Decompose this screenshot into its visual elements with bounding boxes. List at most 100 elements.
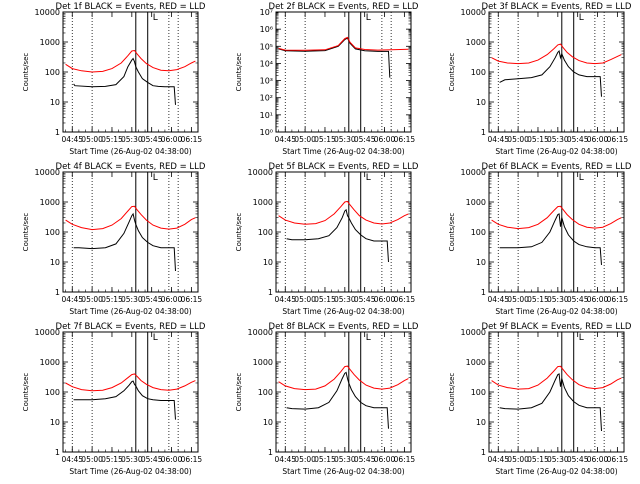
x-tick-label: 05:30 xyxy=(334,135,356,144)
y-axis-label: Counts/sec xyxy=(235,213,243,252)
x-tick-label: 06:15 xyxy=(181,455,203,464)
x-tick-label: 05:45 xyxy=(567,135,589,144)
y-tick-label: 1 xyxy=(268,448,273,457)
y-tick-label: 100 xyxy=(258,388,273,397)
x-axis-label: Start Time (26-Aug-02 04:38:00) xyxy=(282,467,404,476)
lld-series-line xyxy=(278,200,409,225)
x-tick-label: 05:00 xyxy=(507,295,529,304)
y-tick-label: 10⁶ xyxy=(260,25,273,34)
y-axis-label: Counts/sec xyxy=(22,213,30,252)
plot-frame xyxy=(62,11,199,133)
lld-series-line xyxy=(65,49,196,73)
y-axis-label: Counts/sec xyxy=(448,53,456,92)
x-tick-label: 05:30 xyxy=(121,455,143,464)
corner-mark: L xyxy=(366,13,371,23)
y-tick-label: 1000 xyxy=(253,198,273,207)
x-axis-label: Start Time (26-Aug-02 04:38:00) xyxy=(282,147,404,156)
x-tick-label: 06:00 xyxy=(587,135,609,144)
y-tick-label: 1000 xyxy=(466,358,486,367)
x-tick-label: 05:15 xyxy=(101,455,123,464)
x-axis-label: Start Time (26-Aug-02 04:38:00) xyxy=(495,467,617,476)
x-tick-label: 05:45 xyxy=(141,455,163,464)
x-tick-label: 04:45 xyxy=(61,135,83,144)
x-tick-label: 06:00 xyxy=(587,455,609,464)
panel-title: Det 7f BLACK = Events, RED = LLD xyxy=(56,322,206,332)
x-tick-label: 05:15 xyxy=(101,295,123,304)
x-tick-label: 04:45 xyxy=(487,295,509,304)
detector-panel: Det 1f BLACK = Events, RED = LLD Counts/s… xyxy=(22,2,206,156)
y-tick-label: 100 xyxy=(45,388,60,397)
x-tick-label: 05:15 xyxy=(527,455,549,464)
y-axis-label: Counts/sec xyxy=(22,373,30,412)
plot-frame xyxy=(488,11,625,133)
panel-title: Det 1f BLACK = Events, RED = LLD xyxy=(56,2,206,12)
x-tick-label: 06:00 xyxy=(587,295,609,304)
x-tick-label: 05:00 xyxy=(507,455,529,464)
events-series-line xyxy=(73,212,176,272)
x-tick-label: 06:15 xyxy=(181,295,203,304)
y-axis-label: Counts/sec xyxy=(22,53,30,92)
x-tick-label: 04:45 xyxy=(274,455,296,464)
events-series-line xyxy=(286,371,389,429)
y-tick-label: 100 xyxy=(45,228,60,237)
x-tick-label: 05:00 xyxy=(81,295,103,304)
plot-frame xyxy=(62,331,199,453)
y-tick-label: 10⁰ xyxy=(260,128,273,137)
x-tick-label: 06:00 xyxy=(161,135,183,144)
y-tick-label: 10⁵ xyxy=(260,42,273,51)
corner-mark: L xyxy=(579,13,584,23)
detector-panel: Det 6f BLACK = Events, RED = LLD Counts/s… xyxy=(448,162,632,316)
events-series-line xyxy=(499,213,602,265)
x-axis-label: Start Time (26-Aug-02 04:38:00) xyxy=(69,147,191,156)
y-tick-label: 10² xyxy=(260,94,273,103)
lld-series-line xyxy=(278,365,409,391)
y-tick-label: 1 xyxy=(481,448,486,457)
x-tick-label: 05:15 xyxy=(314,295,336,304)
x-tick-label: 06:15 xyxy=(394,135,416,144)
plot-frame xyxy=(488,171,625,293)
detector-panel: Det 7f BLACK = Events, RED = LLD Counts/s… xyxy=(22,322,206,476)
x-axis-label: Start Time (26-Aug-02 04:38:00) xyxy=(69,307,191,316)
events-series-line xyxy=(286,208,389,263)
corner-mark: L xyxy=(153,173,158,183)
x-tick-label: 04:45 xyxy=(61,295,83,304)
y-tick-label: 10 xyxy=(476,418,486,427)
y-tick-label: 100 xyxy=(471,228,486,237)
x-tick-label: 05:00 xyxy=(507,135,529,144)
corner-mark: L xyxy=(153,333,158,343)
y-tick-label: 1000 xyxy=(40,38,60,47)
y-tick-label: 1 xyxy=(55,288,60,297)
y-tick-label: 10000 xyxy=(35,168,60,177)
events-series-line xyxy=(73,380,176,420)
y-tick-label: 1 xyxy=(55,448,60,457)
x-tick-label: 05:15 xyxy=(101,135,123,144)
detector-panel: Det 5f BLACK = Events, RED = LLD Counts/s… xyxy=(235,162,419,316)
x-tick-label: 05:45 xyxy=(567,295,589,304)
detector-panel: Det 2f BLACK = Events, RED = LLD Counts/s… xyxy=(235,2,419,156)
y-tick-label: 10000 xyxy=(248,328,273,337)
y-tick-label: 10000 xyxy=(461,8,486,17)
y-tick-label: 1000 xyxy=(466,38,486,47)
panel-title: Det 4f BLACK = Events, RED = LLD xyxy=(56,162,206,172)
x-tick-label: 05:00 xyxy=(294,295,316,304)
y-tick-label: 10¹ xyxy=(260,111,273,120)
corner-mark: L xyxy=(366,173,371,183)
x-tick-label: 06:15 xyxy=(607,295,629,304)
x-tick-label: 06:15 xyxy=(607,455,629,464)
plot-frame xyxy=(62,171,199,293)
x-tick-label: 05:30 xyxy=(334,295,356,304)
x-tick-label: 04:45 xyxy=(274,295,296,304)
corner-mark: L xyxy=(579,173,584,183)
events-series-line xyxy=(499,49,602,97)
x-tick-label: 05:45 xyxy=(567,455,589,464)
x-tick-label: 05:45 xyxy=(141,295,163,304)
y-tick-label: 10 xyxy=(263,418,273,427)
y-tick-label: 10 xyxy=(263,258,273,267)
y-axis-label: Counts/sec xyxy=(448,373,456,412)
x-tick-label: 05:30 xyxy=(547,295,569,304)
x-tick-label: 04:45 xyxy=(274,135,296,144)
x-tick-label: 06:00 xyxy=(374,455,396,464)
y-tick-label: 100 xyxy=(471,388,486,397)
x-axis-label: Start Time (26-Aug-02 04:38:00) xyxy=(495,147,617,156)
